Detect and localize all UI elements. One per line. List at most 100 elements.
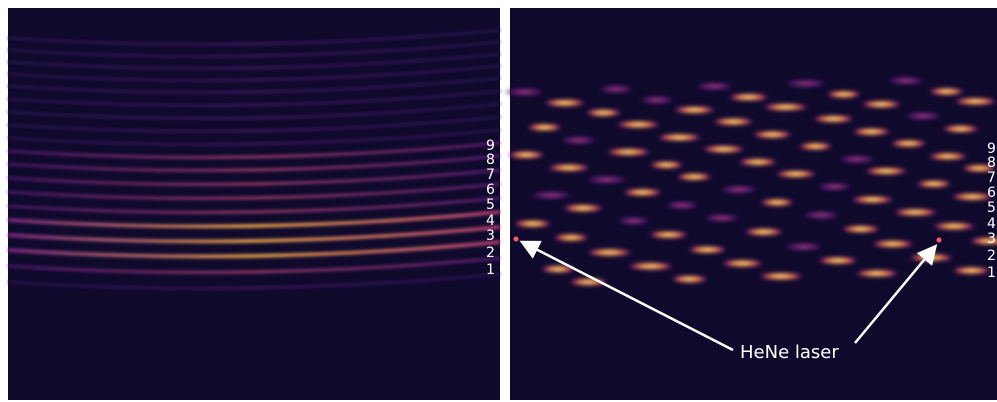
- laser-spot: [670, 275, 709, 284]
- laser-spot: [506, 150, 546, 159]
- order-arc: [7, 76, 501, 94]
- order-label: 4: [486, 213, 495, 229]
- order-label: 5: [987, 200, 996, 216]
- laser-spot: [751, 130, 794, 139]
- annotation: HeNe laser: [740, 342, 839, 363]
- order-arc: [7, 240, 501, 258]
- laser-spot: [927, 152, 969, 161]
- laser-spot: [885, 76, 927, 85]
- order-arc: [7, 168, 501, 186]
- order-label: 7: [486, 167, 495, 183]
- laser-spot: [863, 167, 910, 176]
- laser-spot: [561, 204, 605, 213]
- laser-spot: [648, 160, 685, 169]
- laser-spot: [915, 179, 953, 188]
- order-arc: [7, 210, 501, 228]
- spectral-orders: [7, 28, 501, 290]
- order-arc: [7, 28, 501, 46]
- laser-spot: [584, 108, 623, 117]
- order-arc: [7, 64, 501, 82]
- laser-spot: [647, 230, 690, 239]
- laser-spot: [850, 195, 895, 204]
- laser-dot: [936, 237, 942, 243]
- laser-spot: [797, 142, 834, 151]
- laser-spot: [853, 269, 900, 278]
- order-label: 3: [486, 228, 495, 244]
- laser-spot: [782, 79, 830, 88]
- order-arc: [7, 52, 501, 70]
- laser-spot: [891, 208, 939, 217]
- laser-spot: [604, 148, 653, 156]
- order-arc: [7, 40, 501, 58]
- laser-spot: [720, 259, 765, 268]
- right-image: [510, 8, 997, 400]
- laser-spot: [860, 100, 903, 109]
- laser-spot: [757, 272, 805, 281]
- laser-spot: [941, 124, 981, 133]
- laser-spot: [759, 198, 796, 207]
- laser-spot: [761, 103, 810, 112]
- laser-spot: [711, 117, 755, 126]
- laser-spot: [737, 158, 779, 167]
- laser-spot: [546, 163, 592, 172]
- laser-spot: [701, 145, 747, 154]
- laser-spot: [693, 82, 736, 91]
- laser-spot: [931, 222, 977, 231]
- laser-spot: [782, 242, 826, 251]
- laser-spot: [968, 237, 997, 246]
- order-label: 7: [987, 170, 996, 186]
- order-label: 9: [486, 138, 495, 154]
- laser-spot: [727, 93, 770, 102]
- laser-spot: [927, 87, 966, 96]
- laser-spot: [675, 172, 714, 181]
- order-arc: [7, 154, 501, 172]
- order-arc: [7, 141, 501, 159]
- laser-spot: [583, 175, 631, 184]
- laser-spot: [907, 253, 955, 262]
- order-label: 5: [486, 197, 495, 213]
- laser-spot: [686, 245, 728, 254]
- laser-spot: [672, 105, 717, 114]
- laser-spot: [558, 136, 599, 145]
- laser-spot: [825, 90, 863, 99]
- laser-spot: [615, 120, 662, 129]
- laser-spot: [552, 233, 590, 242]
- order-label: 9: [987, 141, 996, 157]
- order-label: 3: [987, 231, 996, 247]
- laser-spot: [870, 239, 916, 248]
- laser-dot: [513, 236, 519, 242]
- laser-spot: [743, 227, 785, 236]
- laser-spot: [512, 219, 553, 228]
- laser-spot: [596, 85, 636, 94]
- order-arc: [7, 256, 501, 274]
- laser-spot: [539, 265, 577, 274]
- laser-spot: [815, 182, 854, 191]
- laser-spot: [850, 127, 893, 136]
- laser-spot: [840, 225, 882, 234]
- laser-spot: [637, 96, 677, 105]
- laser-spot: [655, 133, 704, 142]
- laser-spot: [621, 188, 664, 197]
- laser-spot: [950, 192, 995, 201]
- laser-spot: [702, 214, 742, 222]
- laser-spot: [902, 111, 944, 120]
- order-arc: [7, 196, 501, 214]
- laser-spot: [717, 185, 760, 194]
- order-label: 4: [987, 216, 996, 232]
- order-arc: [7, 128, 501, 146]
- laser-spot: [615, 216, 653, 225]
- laser-spot: [816, 256, 860, 265]
- order-arc: [7, 182, 501, 200]
- arrow: [519, 240, 734, 352]
- laser-spot: [811, 114, 856, 123]
- laser-spot: [950, 266, 992, 275]
- order-label: 8: [987, 155, 996, 171]
- laser-spot: [774, 169, 818, 178]
- order-arc: [7, 102, 501, 120]
- order-arc: [7, 115, 501, 133]
- laser-spot: [626, 262, 675, 271]
- order-arc: [7, 272, 501, 290]
- laser-spot: [889, 139, 928, 148]
